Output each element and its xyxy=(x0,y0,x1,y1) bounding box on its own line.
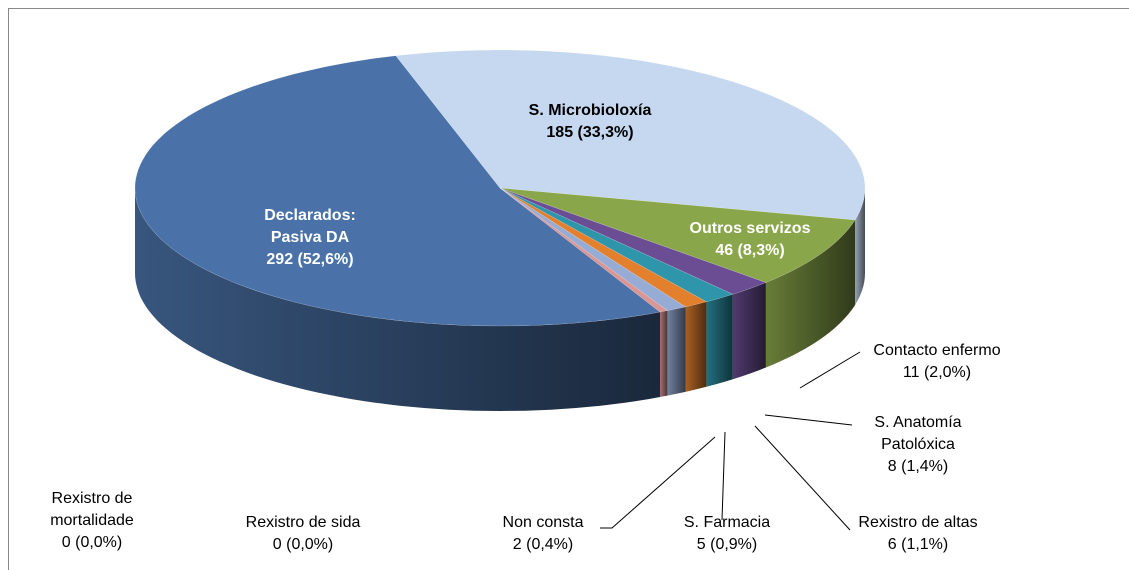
slice-side xyxy=(685,301,707,392)
value-label: 185 (33,3%) xyxy=(546,124,634,141)
data-label: Rexistro de altas 6 (1,1%) xyxy=(818,512,1018,556)
value-label: 46 (8,3%) xyxy=(715,242,785,259)
slice-side xyxy=(660,310,668,397)
slice xyxy=(499,187,856,283)
slice-name: S. Anatomía Patolóxica xyxy=(874,414,962,453)
leader-line xyxy=(600,436,716,529)
data-label: S. Anatomía Patolóxica 8 (1,4%) xyxy=(863,412,973,478)
value-label: 8 (1,4%) xyxy=(887,458,949,475)
slice-name: Non consta xyxy=(502,514,584,531)
leader-line xyxy=(764,414,853,426)
data-label: Non consta 2 (0,4%) xyxy=(463,512,623,556)
slice-side xyxy=(732,282,766,380)
slice-side xyxy=(765,220,856,368)
value-label: 2 (0,4%) xyxy=(512,536,574,553)
slice-name: S. Farmacia xyxy=(683,514,771,531)
data-label: Rexistro de sida 0 (0,0%) xyxy=(203,512,403,556)
slice xyxy=(134,55,661,327)
leader-line xyxy=(754,425,851,531)
value-label: 292 (52,6%) xyxy=(266,251,354,268)
data-label: S. Microbioloxía 185 (33,3%) xyxy=(460,100,720,144)
data-label: S. Farmacia 5 (0,9%) xyxy=(647,512,807,556)
slice-name: Rexistro de sida xyxy=(245,514,361,531)
slice-name: Rexistro de altas xyxy=(858,514,978,531)
chart-frame xyxy=(8,8,1129,570)
data-label: Outros servizos 46 (8,3%) xyxy=(650,218,850,262)
slice-name: Rexistro de mortalidade xyxy=(50,490,134,529)
slice-name: S. Microbioloxía xyxy=(528,102,652,119)
slice xyxy=(499,187,669,313)
slice-name: Contacto enfermo xyxy=(873,342,1001,359)
value-label: 6 (1,1%) xyxy=(887,536,949,553)
data-label: Contacto enfermo 11 (2,0%) xyxy=(837,340,1037,384)
slice-name: Declarados: Pasiva DA xyxy=(264,207,356,246)
value-label: 0 (0,0%) xyxy=(61,534,123,551)
value-label: 0 (0,0%) xyxy=(272,536,334,553)
slice-side xyxy=(706,294,733,387)
slice-side xyxy=(667,306,686,396)
slice-side xyxy=(855,188,865,305)
value-label: 5 (0,9%) xyxy=(696,536,758,553)
slice-name: Outros servizos xyxy=(689,220,811,237)
leader-line xyxy=(799,351,861,389)
slice-side xyxy=(135,188,660,411)
data-label: Declarados: Pasiva DA 292 (52,6%) xyxy=(250,205,370,271)
slice xyxy=(395,49,866,221)
leader-line xyxy=(721,431,726,521)
value-label: 11 (2,0%) xyxy=(902,364,972,381)
data-label: Rexistro de mortalidade 0 (0,0%) xyxy=(37,488,147,554)
slice xyxy=(499,187,708,308)
